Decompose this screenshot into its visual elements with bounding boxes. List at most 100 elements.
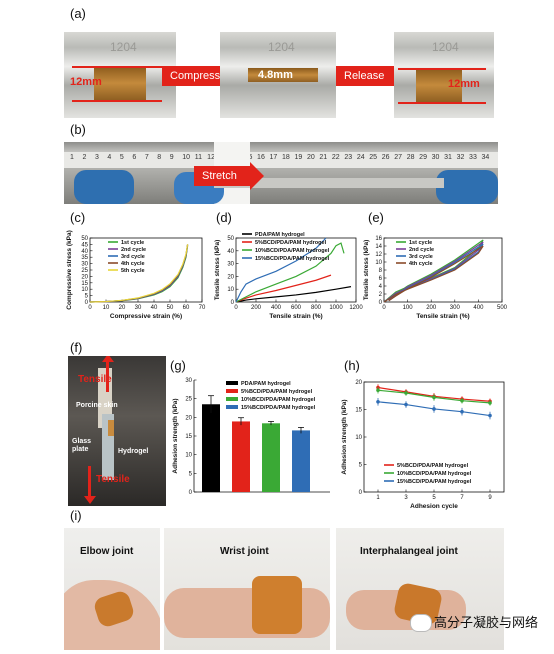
y-tick-label: 45 <box>81 242 88 248</box>
panel-label-h: (h) <box>344 358 360 373</box>
stretch-label: Stretch <box>202 170 237 182</box>
release-arrow: Release <box>336 62 410 90</box>
x-tick-label: 40 <box>151 305 158 311</box>
photo-initial-gel: 1204 12mm <box>64 32 176 118</box>
height-line-bottom <box>72 100 162 102</box>
ruler-numbers: 1234567891011121314151617181920212223242… <box>70 154 494 166</box>
ruler-number: 31 <box>444 154 452 161</box>
ruler-number: 11 <box>194 154 202 161</box>
hydrogel-sample-compressed <box>248 68 318 82</box>
y-tick-label: 5 <box>85 294 89 300</box>
height-line-top <box>398 68 486 70</box>
chart-h: 1 3 5 7 9 0 5 10 15 20 Adhesion cycle Adhesion stre… <box>341 380 505 510</box>
ruler-number: 26 <box>381 154 390 161</box>
height-line-bottom <box>398 102 486 104</box>
y-axis-label: Adhesion strength (kPa) <box>172 398 179 473</box>
y-tick-label: 10 <box>375 260 382 266</box>
chart-d: 0 200 400 600 800 1000 1200 0 10 20 30 40 50 Tensile … <box>214 232 363 320</box>
x-tick-label: 70 <box>199 305 206 311</box>
y-tick-label: 25 <box>81 268 88 274</box>
y-tick-label: 20 <box>185 415 192 421</box>
legend-label: 4th cycle <box>121 261 145 267</box>
series-line <box>383 245 484 303</box>
ruler <box>64 152 498 168</box>
release-label: Release <box>344 70 385 82</box>
x-tick-label: 1000 <box>329 305 343 311</box>
glass-marking: 1204 <box>432 40 459 54</box>
hydrogel-layer <box>108 420 114 436</box>
series-line <box>235 286 352 303</box>
legend-label: 1st cycle <box>121 240 144 246</box>
x-tick-label: 500 <box>497 305 508 311</box>
glove-left <box>74 170 134 204</box>
y-tick-label: 12 <box>375 252 382 258</box>
x-tick-label: 400 <box>473 305 484 311</box>
photo-stretch: 1234567891011121314151617181920212223242… <box>64 142 498 204</box>
interphalangeal-caption: Interphalangeal joint <box>360 546 458 557</box>
y-tick-label: 25 <box>185 397 192 403</box>
y-tick-label: 5 <box>189 471 193 477</box>
ruler-number: 3 <box>94 154 99 161</box>
chart-e: 0 100 200 300 400 500 0 2 4 6 8 10 12 14 16 Tensile str… <box>363 236 508 320</box>
bar <box>292 430 310 492</box>
ruler-number: 5 <box>119 154 124 161</box>
glass-marking: 1204 <box>110 40 137 54</box>
bar <box>262 423 280 492</box>
y-tick-label: 15 <box>185 434 192 440</box>
x-tick-label: 20 <box>119 305 126 311</box>
legend-swatch <box>226 397 238 401</box>
y-tick-label: 40 <box>81 249 88 255</box>
y-tick-label: 0 <box>85 300 89 306</box>
wrist-caption: Wrist joint <box>220 546 269 557</box>
height-line-top <box>72 66 162 68</box>
compress-label: Compress <box>170 70 221 82</box>
ruler-number: 27 <box>394 154 403 161</box>
legend-label: 10%BCD/PDA/PAM hydrogel <box>255 248 330 254</box>
x-axis-label: Tensile strain (%) <box>416 313 469 320</box>
tensile-label-top: Tensile <box>78 374 112 385</box>
ruler-number: 21 <box>319 154 328 161</box>
x-tick-label: 50 <box>167 305 174 311</box>
x-tick-label: 800 <box>311 305 322 311</box>
x-tick-label: 400 <box>271 305 282 311</box>
legend-label: 15%BCD/PDA/PAM hydrogel <box>255 256 330 262</box>
y-tick-label: 2 <box>379 292 383 298</box>
ruler-number: 29 <box>419 154 427 161</box>
legend-swatch <box>226 405 238 409</box>
photo-adhesion-test: Tensile Porcine skin Glass plate Hydroge… <box>68 356 166 506</box>
ruler-number: 33 <box>469 154 477 161</box>
y-tick-label: 16 <box>375 236 382 242</box>
y-tick-label: 10 <box>227 287 234 293</box>
x-tick-label: 200 <box>426 305 437 311</box>
panel-label-i: (i) <box>70 508 82 523</box>
tensile-arrowhead-up <box>102 356 114 362</box>
ruler-number: 2 <box>82 154 87 161</box>
ruler-number: 17 <box>269 154 278 161</box>
data-point <box>376 400 380 404</box>
panel-label-g: (g) <box>170 358 186 373</box>
series-line <box>235 242 345 303</box>
data-point <box>404 391 408 395</box>
x-tick-label: 300 <box>450 305 461 311</box>
y-tick-label: 8 <box>379 268 383 274</box>
y-tick-label: 30 <box>227 262 234 268</box>
y-tick-label: 10 <box>355 435 362 441</box>
panel-label-c: (c) <box>70 210 86 225</box>
x-tick-label: 5 <box>432 495 436 501</box>
stretched-hydrogel <box>214 178 444 188</box>
wechat-icon <box>410 614 432 632</box>
x-tick-label: 200 <box>251 305 262 311</box>
ruler-number: 6 <box>132 154 137 161</box>
y-axis-label: Adhesion strength (kPa) <box>341 399 348 474</box>
ruler-number: 19 <box>294 154 303 161</box>
y-tick-label: 15 <box>355 408 362 414</box>
ruler-number: 18 <box>282 154 290 161</box>
legend-label: 4th cycle <box>409 261 433 267</box>
hydrogel-label: Hydrogel <box>118 448 149 455</box>
stretch-arrow: Stretch <box>194 162 264 190</box>
y-axis-label: Tensile stress (kPa) <box>214 240 221 301</box>
height-label-released: 12mm <box>448 78 480 90</box>
y-tick-label: 0 <box>359 490 363 496</box>
data-point <box>460 409 464 414</box>
ruler-number: 20 <box>306 154 315 161</box>
